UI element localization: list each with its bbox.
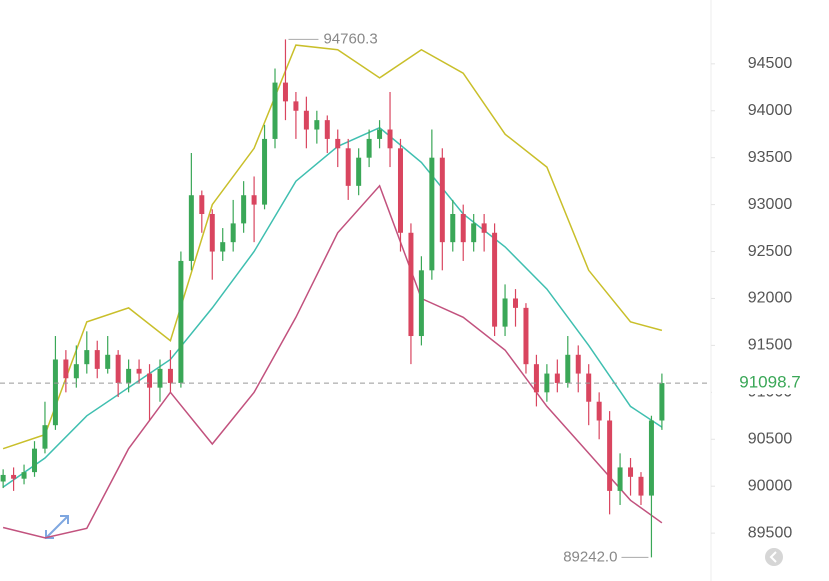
candle-body (115, 354, 121, 383)
candle-body (178, 260, 184, 383)
candle-body (272, 82, 278, 139)
candle-body (366, 138, 372, 158)
candle-body (42, 425, 48, 449)
candle-body (513, 298, 519, 308)
y-tick-label: 93500 (748, 149, 793, 166)
candle-body (648, 420, 654, 496)
scroll-back-button[interactable] (765, 548, 783, 566)
candle-body (167, 368, 173, 383)
candle-body (586, 373, 592, 402)
candle-body (397, 148, 403, 233)
candle-body (314, 120, 320, 130)
candle-body (429, 157, 435, 271)
candle-body (126, 368, 132, 383)
bollinger-band (2, 184, 663, 539)
candle-body (387, 129, 393, 149)
candle-body (63, 359, 69, 379)
candle-body (638, 476, 644, 496)
candle-body (21, 472, 27, 479)
candle-body (356, 157, 362, 186)
candle-body (439, 157, 445, 243)
candle-body (147, 373, 153, 388)
candle-body (157, 368, 163, 388)
candle-body (136, 368, 142, 374)
candle-body (523, 307, 529, 365)
candle-body (460, 214, 466, 243)
candle-body (492, 232, 498, 327)
y-tick-label: 94500 (748, 55, 793, 72)
y-tick-label: 93000 (748, 196, 793, 213)
candle-body (471, 223, 477, 243)
candle-body (303, 110, 309, 130)
candle-body (84, 350, 90, 365)
y-tick-label: 94000 (748, 102, 793, 119)
candle-body (659, 383, 665, 421)
bollinger-band (2, 44, 663, 450)
candle-body (596, 401, 602, 421)
candle-body (94, 350, 100, 369)
candle-body (565, 354, 571, 383)
candle-body (335, 138, 341, 149)
candle-body (554, 373, 560, 383)
candle-body (450, 214, 456, 243)
candle-body (52, 359, 58, 426)
candle-body (607, 420, 613, 491)
min-annotation: 89242.0 (563, 548, 617, 565)
candle-body (262, 138, 268, 205)
candle-body (73, 364, 79, 379)
candle-body (199, 195, 205, 215)
y-tick-label: 92000 (748, 290, 793, 307)
y-tick-label: 91500 (748, 337, 793, 354)
max-annotation: 94760.3 (323, 30, 377, 47)
last-price-box (712, 372, 829, 395)
y-tick-label: 92500 (748, 243, 793, 260)
candle-body (32, 448, 38, 473)
candle-body (544, 373, 550, 393)
y-tick-label: 90500 (748, 430, 793, 447)
candle-body (533, 364, 539, 393)
y-tick-label: 90000 (748, 477, 793, 494)
candle-body (324, 120, 330, 139)
candle-body (345, 148, 351, 186)
candle-body (408, 232, 414, 337)
candle-body (377, 129, 383, 139)
y-tick-label: 89500 (748, 524, 793, 541)
candle-body (502, 298, 508, 327)
candle-body (105, 354, 111, 369)
candle-body (188, 195, 194, 261)
candle-body (617, 467, 623, 491)
candle-body (209, 214, 215, 252)
last-price-label: 91098.7 (739, 373, 800, 392)
candle-body (481, 223, 487, 233)
candle-body (241, 195, 247, 224)
bollinger-band (2, 126, 663, 488)
candle-body (282, 82, 288, 102)
candle-body (0, 474, 6, 482)
candle-body (418, 270, 424, 337)
candle-body (220, 242, 226, 252)
candle-body (251, 195, 257, 205)
candle-body (575, 354, 581, 374)
candle-body (11, 474, 17, 479)
candle-body (628, 467, 634, 477)
candle-body (230, 223, 236, 243)
candle-body (293, 101, 299, 111)
